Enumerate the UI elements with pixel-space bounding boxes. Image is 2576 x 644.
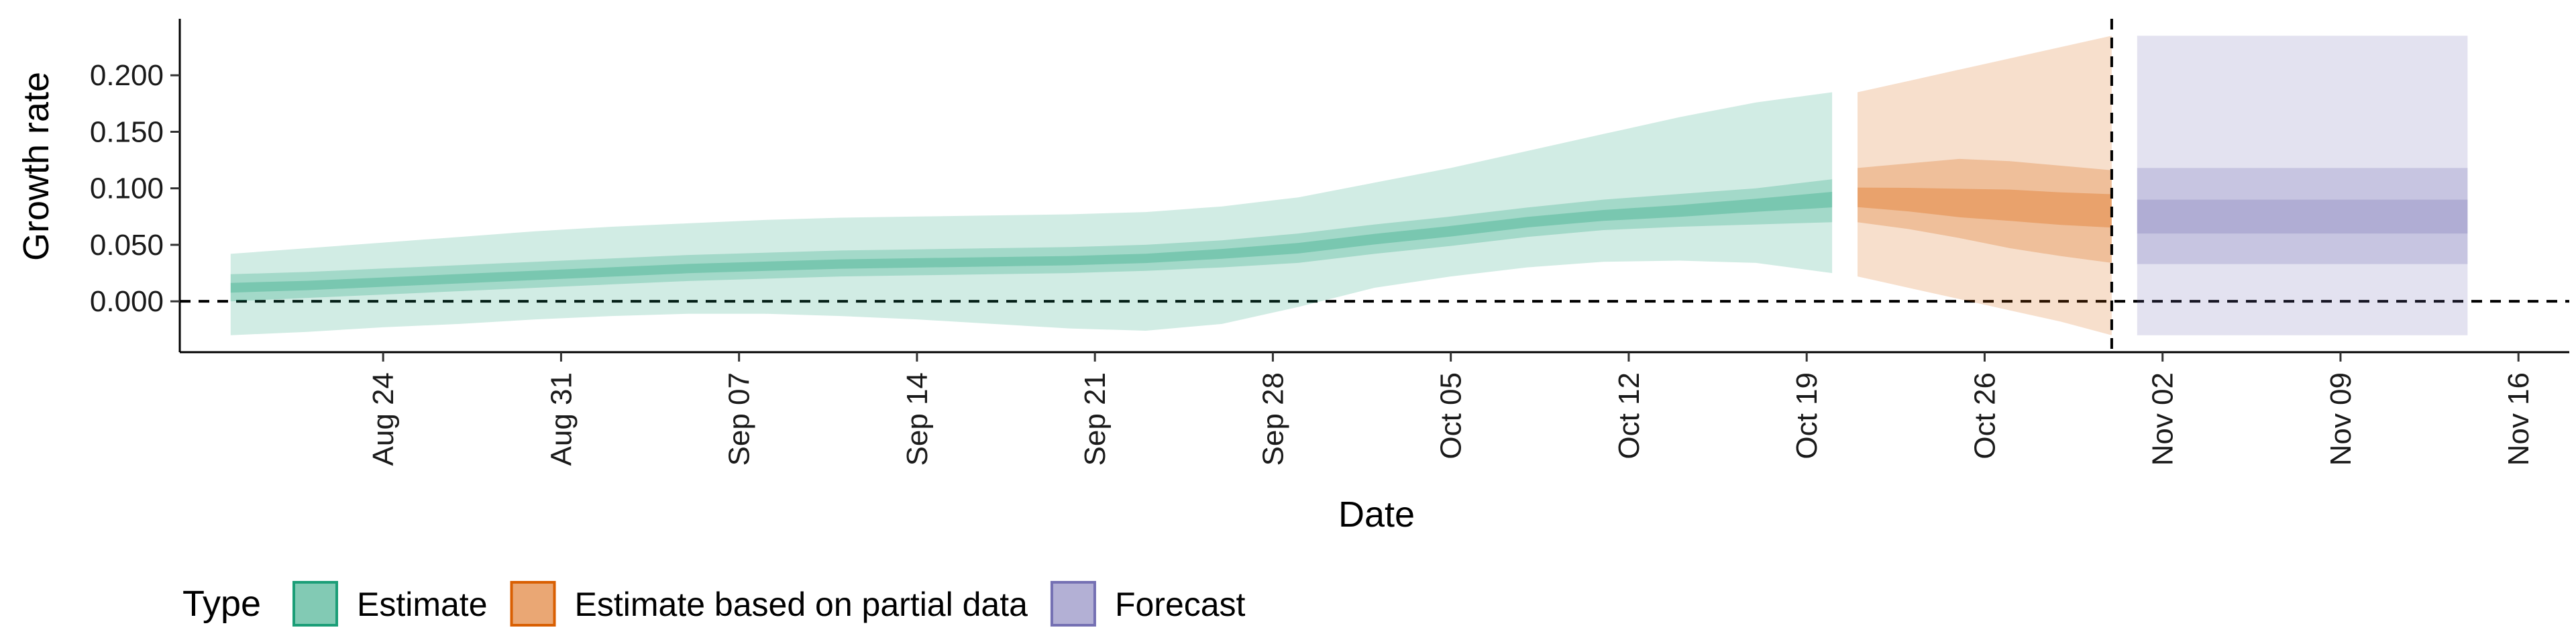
y-tick-label: 0.050 — [90, 229, 164, 262]
y-tick-label: 0.100 — [90, 172, 164, 205]
series-forecast — [2137, 36, 2468, 335]
x-tick-label: Oct 26 — [1968, 372, 2001, 460]
x-tick-label: Nov 02 — [2147, 372, 2180, 466]
x-tick-label: Sep 28 — [1256, 372, 1289, 466]
band-50 — [230, 179, 1833, 302]
y-tick-label: 0.150 — [90, 115, 164, 148]
series-estimate-based-on-partial-data — [1858, 36, 2112, 335]
legend-label: Estimate — [357, 586, 488, 623]
legend-swatch — [292, 581, 338, 627]
x-tick-label: Oct 12 — [1613, 372, 1646, 460]
band-median — [1858, 187, 2112, 228]
band-30 — [2137, 199, 2468, 234]
legend-swatch — [1050, 581, 1096, 627]
x-tick-label: Aug 31 — [545, 372, 578, 466]
x-tick-label: Oct 19 — [1790, 372, 1823, 460]
legend-label: Estimate based on partial data — [575, 586, 1028, 623]
plot-area — [180, 19, 2569, 352]
x-axis-title: Date — [1338, 494, 1415, 535]
axes: 0.000 0.050 0.100 0.150 0.200 Aug 24 Aug 31 Sep… — [90, 19, 2569, 466]
y-axis-title: Growth rate — [16, 72, 56, 261]
x-tick-label: Sep 14 — [901, 372, 934, 466]
legend-title: Type — [182, 584, 261, 624]
band-90 — [230, 92, 1833, 335]
legend: Type Estimate Estimate based on partial d… — [182, 581, 1246, 627]
band-90 — [1858, 36, 2112, 335]
legend-label: Forecast — [1115, 586, 1246, 623]
x-tick-label: Aug 24 — [367, 372, 400, 466]
y-tick-label: 0.200 — [90, 59, 164, 92]
x-tick-label: Oct 05 — [1435, 372, 1468, 460]
band-90 — [2137, 36, 2468, 335]
band-50 — [1858, 158, 2112, 263]
band-median — [230, 192, 1833, 293]
y-tick-label: 0.000 — [90, 285, 164, 318]
x-tick-label: Sep 21 — [1079, 372, 1112, 466]
x-tick-label: Nov 09 — [2324, 372, 2357, 466]
band-50 — [2137, 168, 2468, 264]
legend-swatch — [510, 581, 556, 627]
x-tick-label: Nov 16 — [2502, 372, 2535, 466]
x-tick-label: Sep 07 — [723, 372, 756, 466]
series-estimate — [230, 92, 1833, 335]
